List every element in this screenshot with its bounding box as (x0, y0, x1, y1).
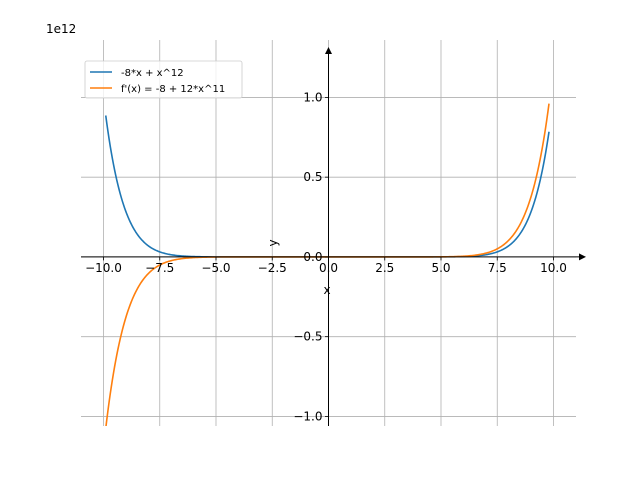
y-tick-label: 0.0 (303, 250, 322, 264)
series-line-1 (104, 115, 550, 258)
x-tick-label: 10.0 (540, 261, 567, 275)
legend-label-1: -8*x + x^12 (121, 68, 184, 79)
y-tick-label: −0.5 (293, 330, 322, 344)
x-tick-label: 5.0 (431, 261, 450, 275)
y-tick-label: 1.0 (303, 90, 322, 104)
x-tick-label: 7.5 (488, 261, 507, 275)
y-tick-label: −1.0 (293, 409, 322, 423)
y-offset-label: 1e12 (46, 22, 76, 36)
axes (81, 47, 586, 426)
y-axis-label: y (266, 239, 280, 246)
x-tick-label: −10.0 (85, 261, 122, 275)
x-axis-arrow (579, 253, 586, 261)
x-tick-label: −2.5 (258, 261, 287, 275)
y-axis-arrow (325, 47, 332, 54)
tick-labels: −10.0 −7.5 −5.0 −2.5 0.0 2.5 5.0 7.5 10.0 −1.0 −0.… (85, 90, 567, 423)
x-axis-label: x (323, 283, 330, 297)
x-tick-label: 0.0 (319, 261, 338, 275)
x-tick-label: −5.0 (201, 261, 230, 275)
x-tick-label: 2.5 (375, 261, 394, 275)
legend: -8*x + x^12 f'(x) = -8 + 12*x^11 (84, 60, 243, 99)
legend-label-2: f'(x) = -8 + 12*x^11 (121, 84, 225, 95)
x-tick-label: −7.5 (145, 261, 174, 275)
legend-box (84, 60, 243, 99)
y-tick-label: 0.5 (303, 170, 322, 184)
